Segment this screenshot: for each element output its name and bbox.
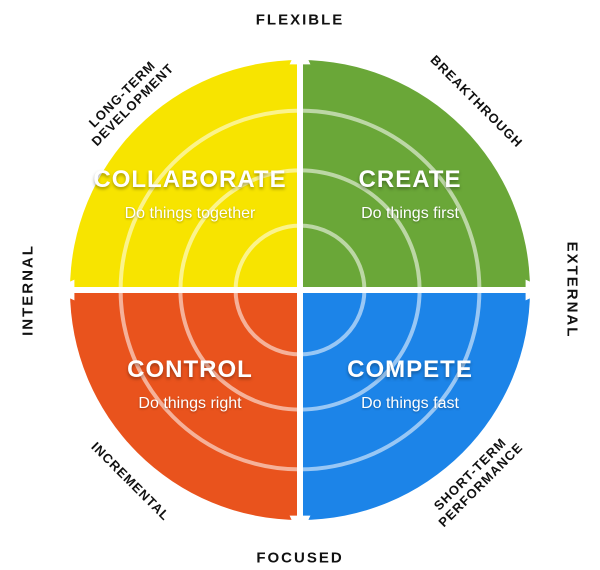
axis-label-bottom: FOCUSED [256, 550, 343, 567]
diagram-svg [0, 0, 600, 570]
axis-label-top: FLEXIBLE [256, 12, 345, 29]
axis-label-left: INTERNAL [20, 244, 37, 336]
quad-title-tr: CREATE [359, 166, 462, 194]
quad-sub-bl: Do things right [138, 395, 241, 413]
quadrant-diagram: FLEXIBLE FOCUSED INTERNAL EXTERNAL LONG-… [0, 0, 600, 570]
quad-sub-br: Do things fast [361, 395, 459, 413]
quad-title-br: COMPETE [347, 356, 473, 384]
axis-label-right: EXTERNAL [564, 242, 581, 339]
quad-sub-tr: Do things first [361, 205, 459, 223]
quad-title-bl: CONTROL [127, 356, 253, 384]
quad-sub-tl: Do things together [125, 205, 256, 223]
quad-title-tl: COLLABORATE [93, 166, 286, 194]
